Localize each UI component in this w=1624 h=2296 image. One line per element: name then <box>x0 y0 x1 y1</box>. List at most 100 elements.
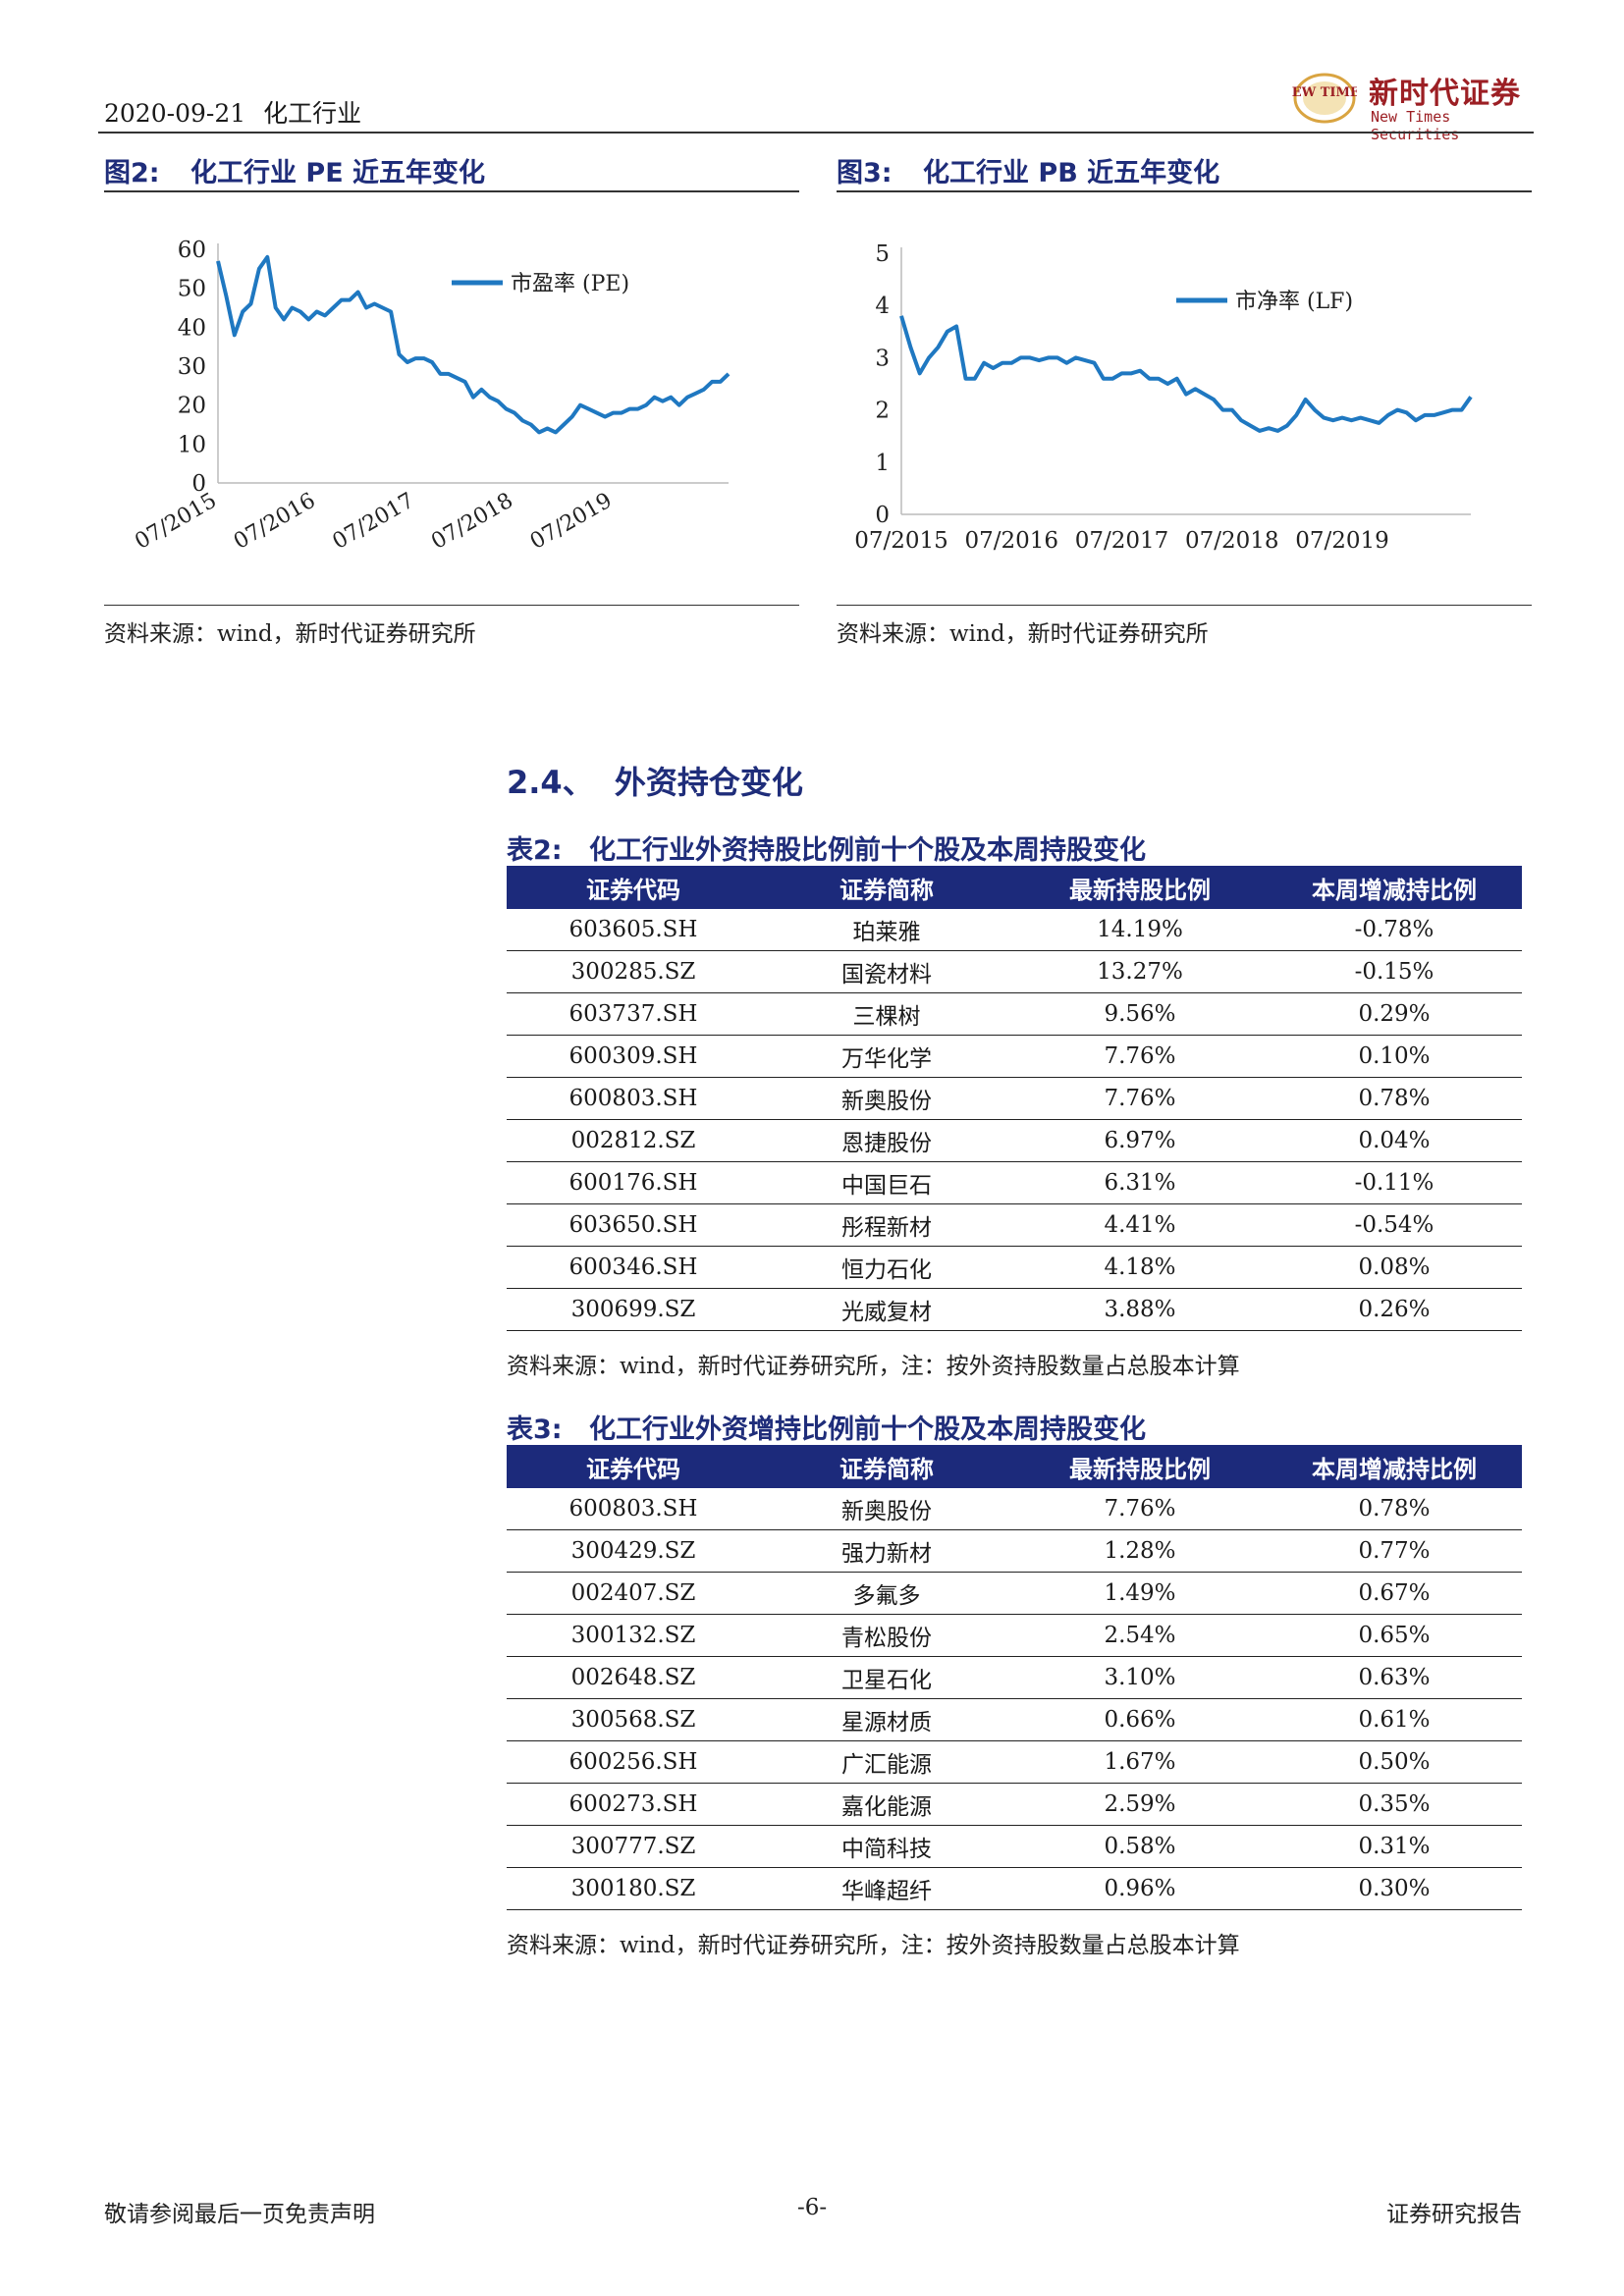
table-cell: 6.31% <box>1013 1161 1267 1204</box>
table-row: 600256.SH 广汇能源 1.67% 0.50% <box>507 1740 1522 1784</box>
table-cell: 嘉化能源 <box>760 1783 1013 1826</box>
table-row: 603737.SH 三棵树 9.56% 0.29% <box>507 992 1522 1036</box>
table-cell: 彤程新材 <box>760 1203 1013 1247</box>
table-row: 300699.SZ 光威复材 3.88% 0.26% <box>507 1288 1522 1331</box>
table-cell: 0.66% <box>1013 1698 1267 1741</box>
table-cell: 广汇能源 <box>760 1740 1013 1784</box>
table-row: 002648.SZ 卫星石化 3.10% 0.63% <box>507 1656 1522 1699</box>
table-cell: 1.49% <box>1013 1572 1267 1615</box>
table-cell: 600803.SH <box>507 1488 760 1530</box>
table-cell: 中国巨石 <box>760 1161 1013 1204</box>
table-cell: 0.29% <box>1267 992 1522 1036</box>
company-logo: NEW TIMES 新时代证券 New Times Securities <box>1292 65 1534 143</box>
table-cell: 600803.SH <box>507 1077 760 1120</box>
table-cell: 600346.SH <box>507 1246 760 1289</box>
y-tick-label: 10 <box>178 432 206 457</box>
table-2-title: 表2: 化工行业外资持股比例前十个股及本周持股变化 <box>507 828 1146 867</box>
table-cell: 0.50% <box>1267 1740 1522 1784</box>
table-3: 证券代码 证券简称 最新持股比例 本周增减持比例 600803.SH 新奥股份 7.76% 0… <box>507 1445 1522 1910</box>
table-cell: 光威复材 <box>760 1288 1013 1331</box>
y-tick-label: 60 <box>178 238 206 263</box>
y-tick-label: 2 <box>875 399 890 424</box>
figure-3-source: 资料来源：wind，新时代证券研究所 <box>837 621 1209 647</box>
table-cell: 0.96% <box>1013 1867 1267 1910</box>
table-cell: 0.31% <box>1267 1825 1522 1868</box>
y-tick-label: 1 <box>875 451 890 476</box>
table-cell: -0.11% <box>1267 1161 1522 1204</box>
table-cell: 300777.SZ <box>507 1825 760 1868</box>
table-row: 603650.SH 彤程新材 4.41% -0.54% <box>507 1203 1522 1247</box>
table-cell: 多氟多 <box>760 1572 1013 1615</box>
table-cell: 0.78% <box>1267 1488 1522 1530</box>
table-3-title-text: 化工行业外资增持比例前十个股及本周持股变化 <box>589 1415 1146 1445</box>
column-header: 证券简称 <box>760 1445 1013 1488</box>
table-cell: 0.67% <box>1267 1572 1522 1615</box>
footer-page-number: -6- <box>797 2195 828 2220</box>
table-cell: 万华化学 <box>760 1035 1013 1078</box>
table-cell: 0.26% <box>1267 1288 1522 1331</box>
logo-english-name: New Times Securities <box>1371 108 1460 143</box>
table-row: 300285.SZ 国瓷材料 13.27% -0.15% <box>507 950 1522 993</box>
table-row: 300429.SZ 强力新材 1.28% 0.77% <box>507 1529 1522 1573</box>
new-times-logo-icon: NEW TIMES <box>1292 73 1357 124</box>
y-tick-label: 0 <box>191 471 206 497</box>
figure-3-title-text: 化工行业 PB 近五年变化 <box>923 158 1220 188</box>
table-cell: 1.28% <box>1013 1529 1267 1573</box>
column-header: 本周增减持比例 <box>1267 866 1522 909</box>
column-header: 证券代码 <box>507 1445 760 1488</box>
table-cell: 14.19% <box>1013 909 1267 951</box>
figure-3-title: 图3: 化工行业 PB 近五年变化 <box>837 151 1219 189</box>
table-2-source: 资料来源：wind，新时代证券研究所，注：按外资持股数量占总股本计算 <box>507 1354 1240 1379</box>
table-cell: 0.61% <box>1267 1698 1522 1741</box>
x-tick-label: 07/2017 <box>1075 528 1169 554</box>
table-cell: 300429.SZ <box>507 1529 760 1573</box>
table-cell: 13.27% <box>1013 950 1267 993</box>
figure-2-title: 图2: 化工行业 PE 近五年变化 <box>104 151 485 189</box>
svg-text:NEW TIMES: NEW TIMES <box>1292 85 1357 100</box>
table-cell: 华峰超纤 <box>760 1867 1013 1910</box>
figure-3-top-rule <box>837 190 1532 192</box>
section-title: 外资持仓变化 <box>614 764 803 801</box>
header-date-industry: 2020-09-21 化工行业 <box>104 94 361 130</box>
table-cell: 603737.SH <box>507 992 760 1036</box>
table-cell: 国瓷材料 <box>760 950 1013 993</box>
table-row: 300132.SZ 青松股份 2.54% 0.65% <box>507 1614 1522 1657</box>
table-cell: 0.10% <box>1267 1035 1522 1078</box>
table-cell: 0.04% <box>1267 1119 1522 1162</box>
table-cell: 300285.SZ <box>507 950 760 993</box>
x-tick-label: 07/2017 <box>329 489 419 555</box>
table-cell: 星源材质 <box>760 1698 1013 1741</box>
table-row: 600273.SH 嘉化能源 2.59% 0.35% <box>507 1783 1522 1826</box>
column-header: 证券代码 <box>507 866 760 909</box>
table-cell: -0.54% <box>1267 1203 1522 1247</box>
table-cell: 3.10% <box>1013 1656 1267 1699</box>
table-cell: 青松股份 <box>760 1614 1013 1657</box>
column-header: 本周增减持比例 <box>1267 1445 1522 1488</box>
logo-chinese-name: 新时代证券 <box>1369 77 1521 111</box>
table-row: 600803.SH 新奥股份 7.76% 0.78% <box>507 1077 1522 1120</box>
figure-2-bottom-rule <box>104 605 799 606</box>
table-3-title: 表3: 化工行业外资增持比例前十个股及本周持股变化 <box>507 1408 1146 1446</box>
table-cell: 600273.SH <box>507 1783 760 1826</box>
legend-label: 市盈率 (PE) <box>511 272 629 296</box>
table-cell: 7.76% <box>1013 1488 1267 1530</box>
footer-disclaimer: 敬请参阅最后一页免责声明 <box>104 2202 375 2227</box>
y-tick-label: 4 <box>875 294 890 319</box>
table-2: 证券代码 证券简称 最新持股比例 本周增减持比例 603605.SH 珀莱雅 14.19% -… <box>507 866 1522 1331</box>
table-2-label: 表2: <box>507 835 563 866</box>
x-tick-label: 07/2019 <box>1295 528 1389 554</box>
table-cell: 新奥股份 <box>760 1077 1013 1120</box>
x-tick-label: 07/2019 <box>526 489 617 555</box>
y-tick-label: 20 <box>178 394 206 419</box>
section-heading: 2.4、 外资持仓变化 <box>507 758 803 803</box>
series-line <box>899 315 1473 433</box>
table-cell: 新奥股份 <box>760 1488 1013 1530</box>
table-cell: -0.15% <box>1267 950 1522 993</box>
table-row: 300568.SZ 星源材质 0.66% 0.61% <box>507 1698 1522 1741</box>
table-row: 300777.SZ 中简科技 0.58% 0.31% <box>507 1825 1522 1868</box>
table-cell: 300180.SZ <box>507 1867 760 1910</box>
table-cell: 0.78% <box>1267 1077 1522 1120</box>
column-header: 最新持股比例 <box>1013 866 1267 909</box>
table-row: 002812.SZ 恩捷股份 6.97% 0.04% <box>507 1119 1522 1162</box>
x-tick-label: 07/2016 <box>230 489 320 555</box>
